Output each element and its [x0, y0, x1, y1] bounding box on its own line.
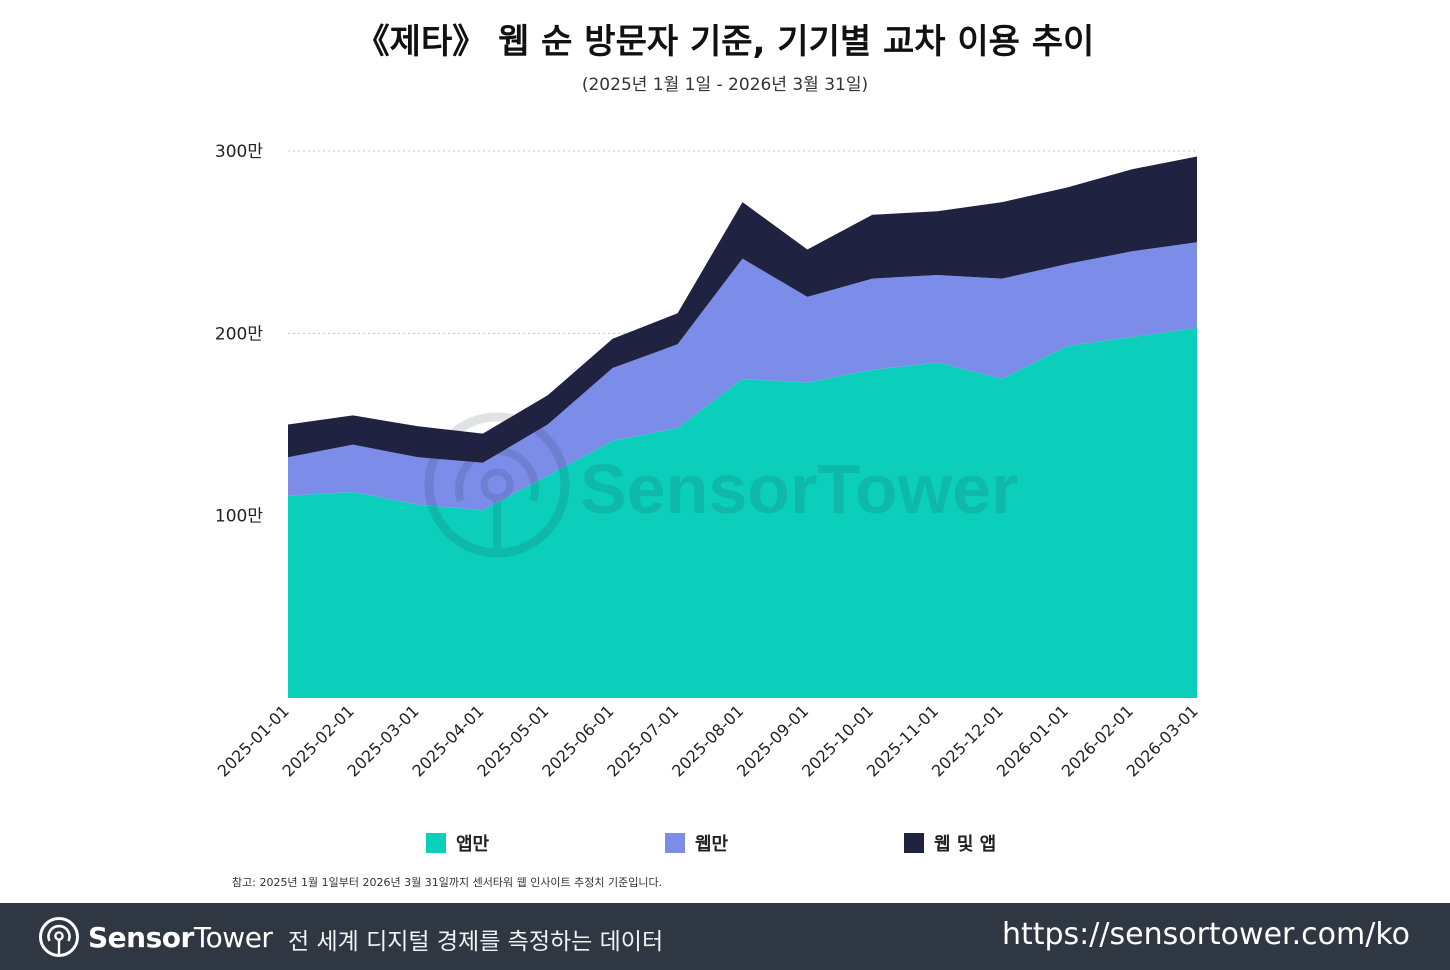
legend-item-1: 웹만	[665, 831, 728, 855]
legend-label: 앱만	[456, 834, 490, 855]
footnote: 참고: 2025년 1월 1일부터 2026년 3월 31일까지 센서타워 웹 …	[232, 876, 663, 889]
footer-brand-name: SensorTower	[88, 920, 273, 954]
stacked-area-chart: SensorTower 100만200만300만2025-01-012025-0…	[214, 142, 1202, 781]
area-series-2	[288, 156, 1197, 463]
legend-item-2: 웹 및 앱	[904, 831, 996, 855]
sensortower-watermark-icon	[424, 412, 570, 558]
legend-label: 웹 및 앱	[934, 834, 997, 855]
area-series-0	[288, 327, 1197, 698]
area-series-1	[288, 242, 1197, 511]
y-tick-label: 200만	[215, 324, 263, 344]
legend-swatch	[904, 833, 924, 853]
watermark-text: SensorTower	[580, 450, 1018, 528]
legend-swatch	[665, 833, 685, 853]
footer-bar: SensorTower 전 세계 디지털 경제를 측정하는 데이터 https:…	[0, 903, 1450, 970]
y-tick-label: 100만	[215, 507, 263, 527]
legend-swatch	[426, 833, 446, 853]
sensortower-logo-icon	[39, 917, 79, 957]
footer-brand: SensorTower	[38, 915, 273, 959]
chart-title: 《제타》 웹 순 방문자 기준, 기기별 교차 이용 추이	[355, 22, 1095, 62]
footer-url[interactable]: https://sensortower.com/ko	[1001, 917, 1410, 952]
legend-item-0: 앱만	[426, 831, 489, 855]
chart-subtitle: (2025년 1월 1일 - 2026년 3월 31일)	[581, 75, 869, 95]
y-tick-label: 300만	[215, 142, 263, 162]
footer-tagline: 전 세계 디지털 경제를 측정하는 데이터	[288, 929, 664, 955]
legend-label: 웹만	[695, 834, 729, 855]
watermark: SensorTower	[424, 412, 1018, 558]
